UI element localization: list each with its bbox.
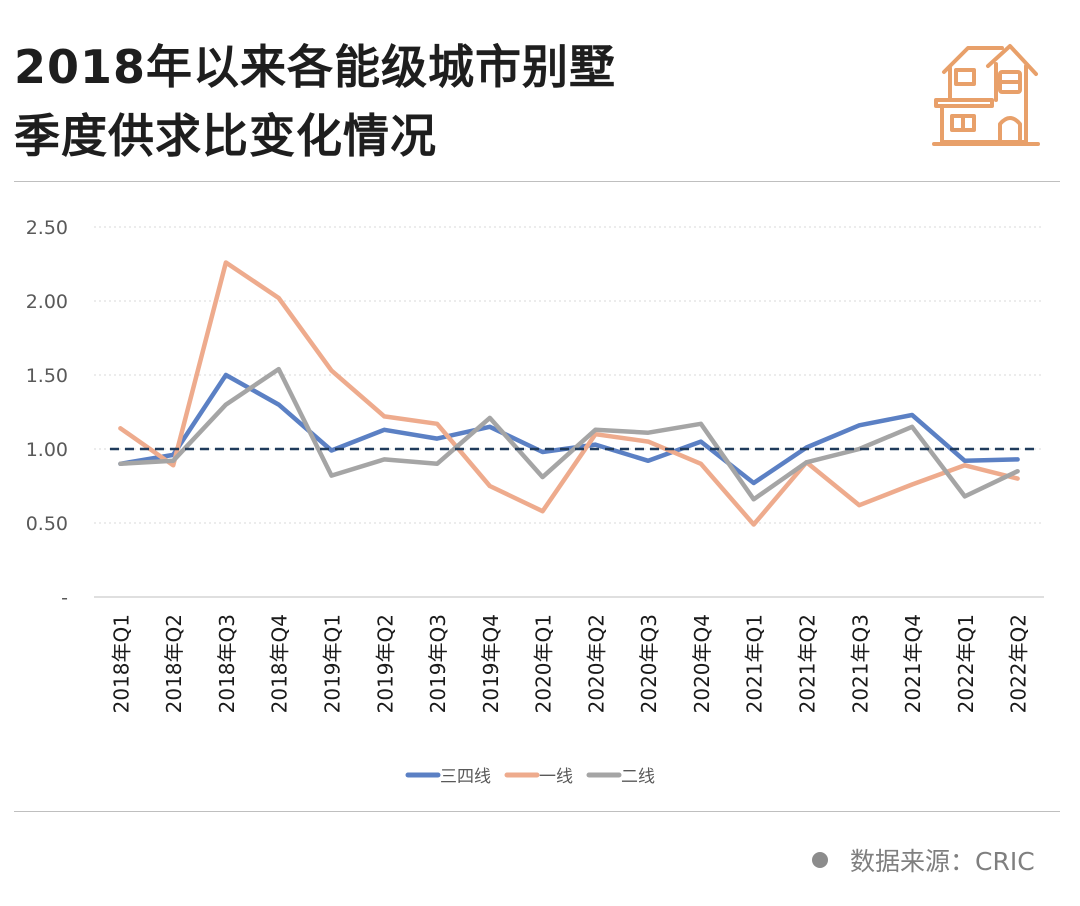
title-line-1: 2018年以来各能级城市别墅 [14,40,617,94]
x-tick-label: 2021年Q4 [901,614,925,713]
series-line-1 [118,372,1020,486]
x-tick-label: 2020年Q3 [637,614,661,713]
source-note: 数据来源：CRIC [812,842,1035,878]
y-tick-label: 1.50 [26,365,68,387]
x-tick-label: 2018年Q3 [215,614,239,713]
x-tick-label: 2019年Q1 [321,614,345,713]
series-line-2 [118,260,1020,527]
x-tick-label: 2021年Q1 [743,614,767,713]
y-tick-label: 2.00 [26,291,68,313]
x-tick-label: 2022年Q2 [1007,614,1031,713]
title-line-2: 季度供求比变化情况 [14,109,437,163]
x-axis-ticks: 2018年Q1 2018年Q2 2018年Q3 2018年Q4 2019年Q1 2019年… [109,614,1030,713]
x-tick-label: 2021年Q3 [848,614,872,713]
y-tick-label: 0.50 [26,513,68,535]
legend-label: 一线 [539,767,573,787]
series-lines [118,260,1020,527]
y-tick-label: 1.00 [26,439,68,461]
x-tick-label: 2018年Q4 [268,614,292,713]
x-tick-label: 2019年Q4 [479,614,503,713]
x-tick-label: 2021年Q2 [796,614,820,713]
chart: -0.501.001.502.002.50 2018年Q1 2018年Q2 2018… [26,217,1044,787]
x-tick-label: 2022年Q1 [954,614,978,713]
y-axis-ticks: - 0.50 1.00 1.50 2.00 2.50 [26,217,68,609]
legend-label: 二线 [621,767,655,787]
divider-top [14,181,1060,182]
x-tick-label: 2020年Q2 [584,614,608,713]
y-tick-label: 2.50 [26,217,68,239]
y-tick-label: - [61,587,68,609]
x-tick-label: 2018年Q1 [109,614,133,713]
x-tick-label: 2019年Q2 [373,614,397,713]
gridlines [94,226,1044,598]
x-tick-label: 2018年Q2 [162,614,186,713]
x-tick-label: 2019年Q3 [426,614,450,713]
legend: 三四线 一线 二线 [405,767,655,787]
legend-label: 三四线 [440,767,491,787]
divider-bottom [14,811,1060,812]
source-text: 数据来源：CRIC [850,847,1035,876]
bullet-icon [812,852,828,868]
x-tick-label: 2020年Q1 [532,614,556,713]
house-icon [932,44,1040,146]
series-line-3 [118,366,1020,502]
x-tick-label: 2020年Q4 [690,614,714,713]
